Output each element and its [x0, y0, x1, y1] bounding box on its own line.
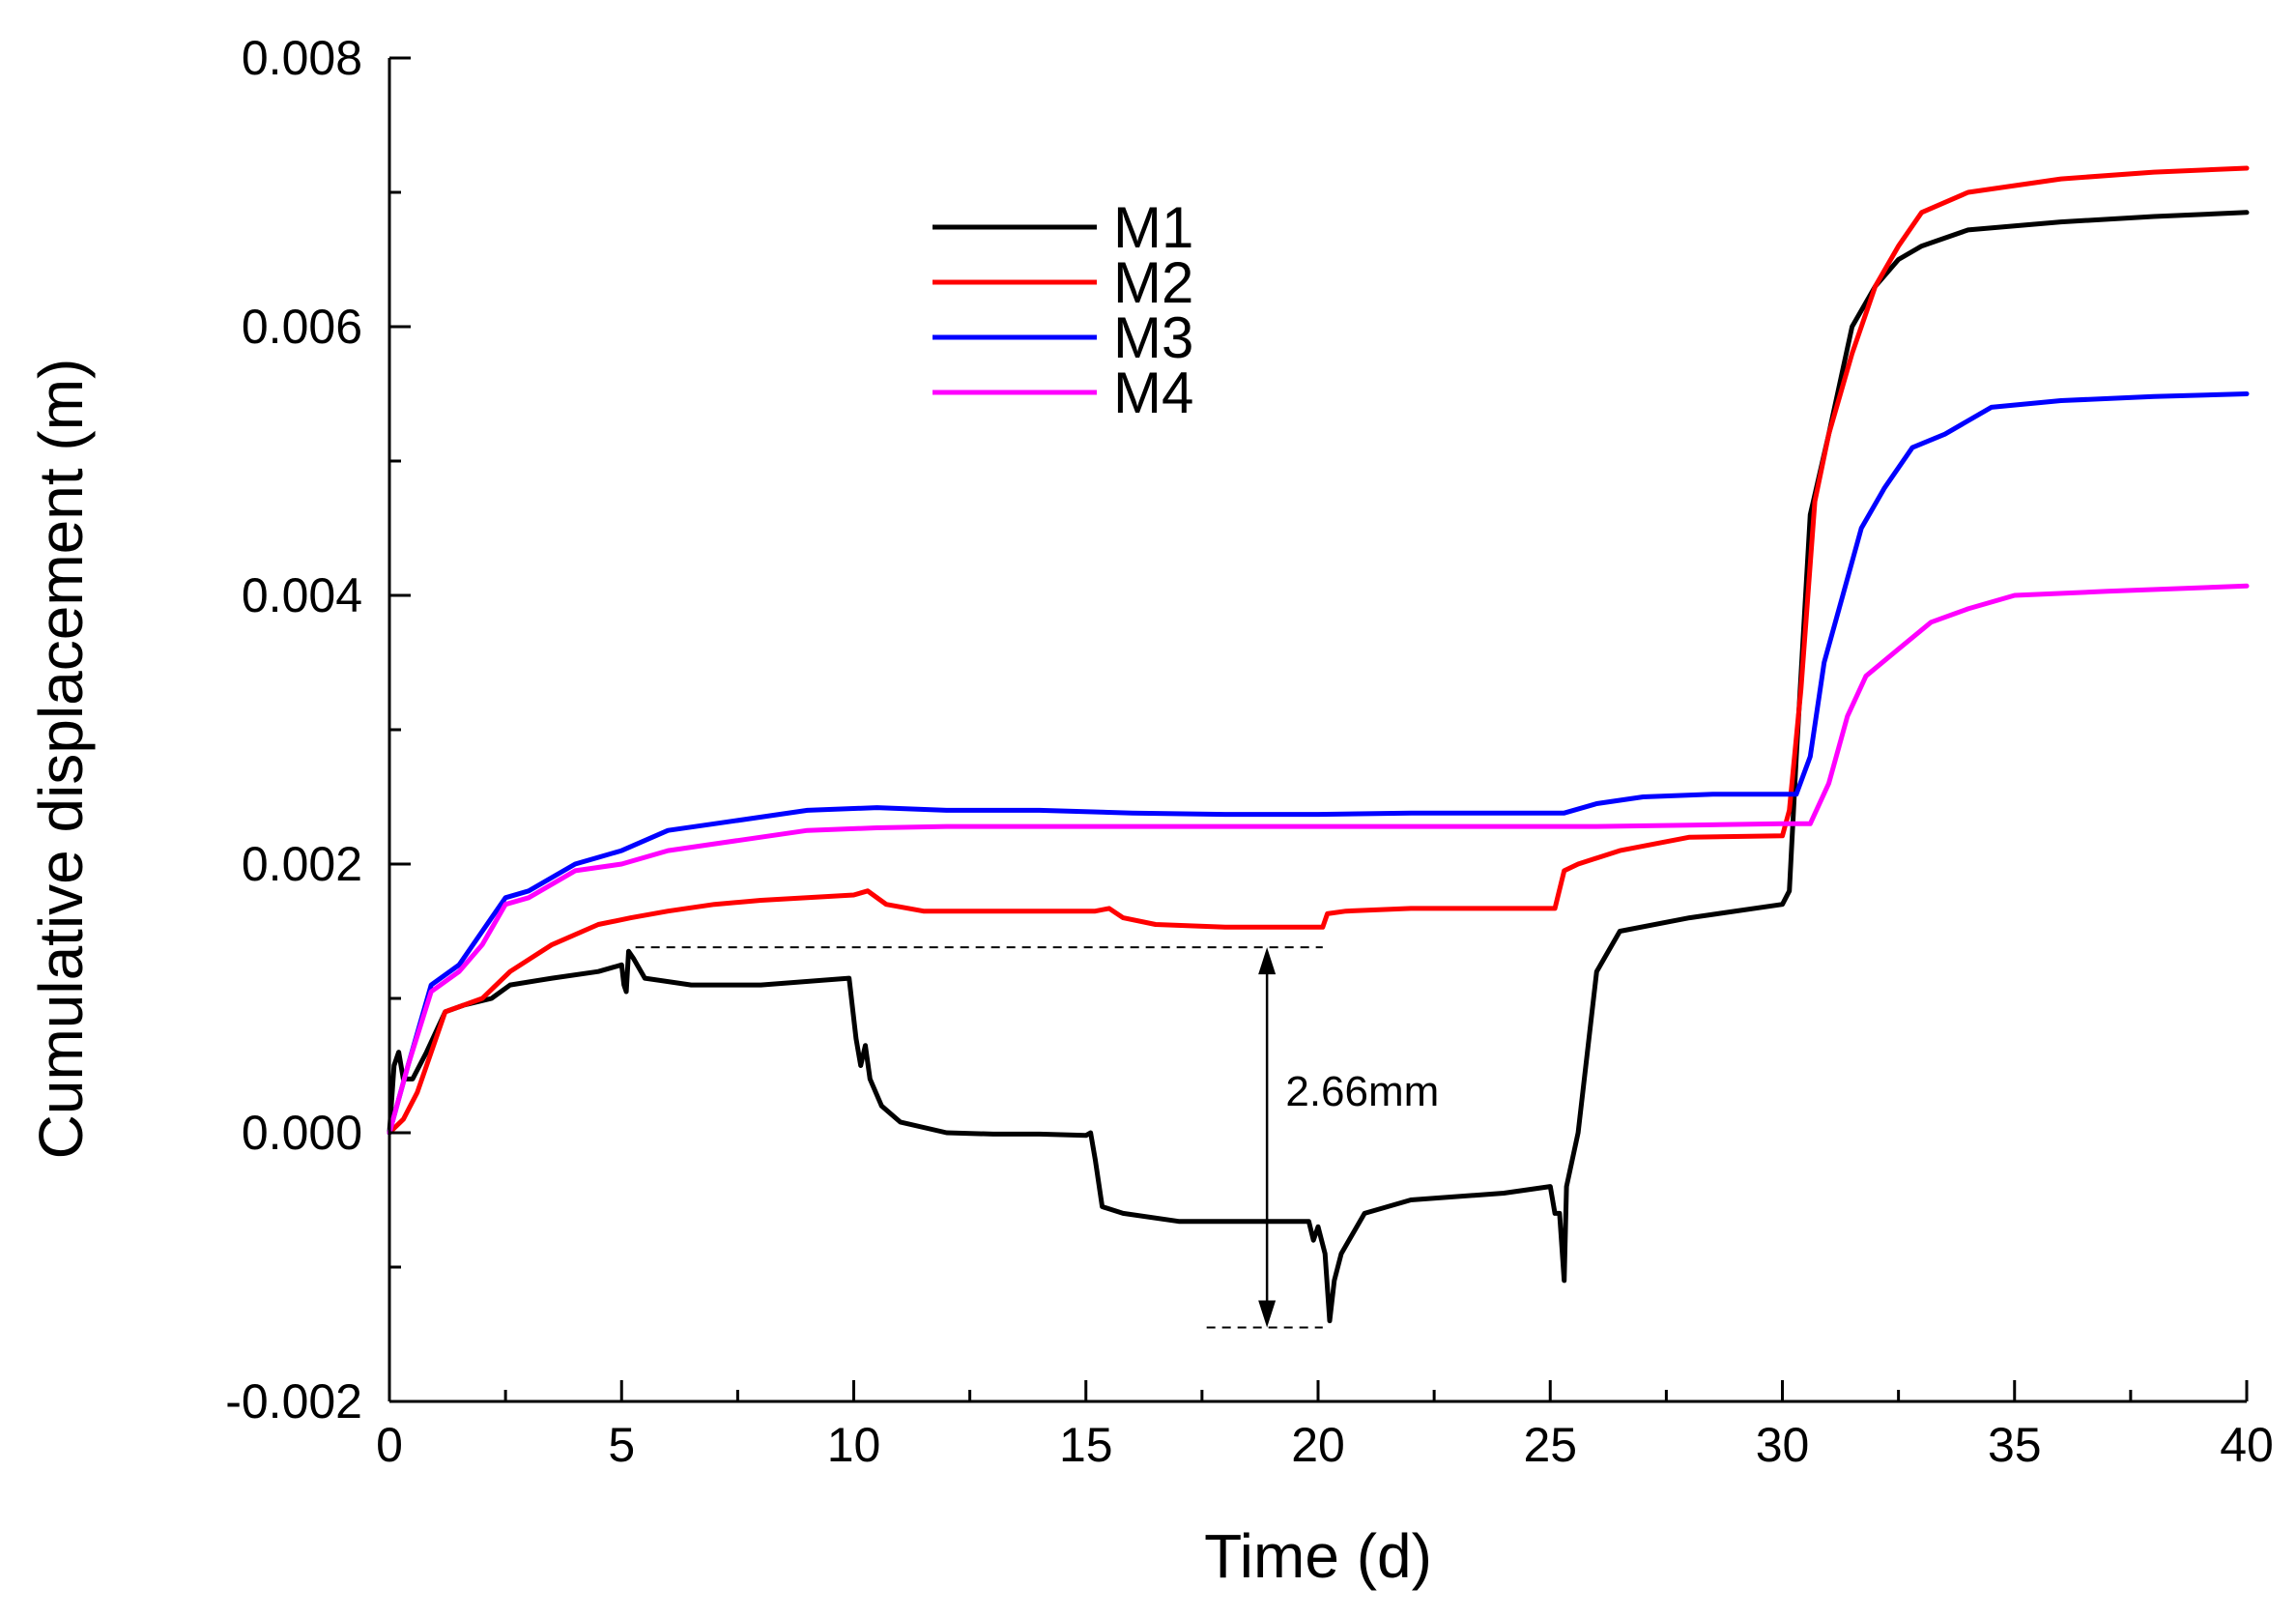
series-line-m3 [387, 391, 2250, 1136]
series-line-m4 [387, 583, 2250, 1136]
y-tick-label: 0.004 [242, 568, 362, 622]
legend-label-m3: M3 [1113, 305, 1193, 370]
legend-label-m2: M2 [1113, 250, 1193, 315]
annotation: 2.66mm [635, 946, 1439, 1329]
annotation-arrowhead-up [1258, 947, 1277, 975]
y-tick-label: 0.002 [242, 837, 362, 891]
y-tick-label: 0.006 [242, 300, 362, 354]
x-tick-label: 0 [376, 1418, 403, 1472]
x-tick-label: 15 [1059, 1418, 1113, 1472]
x-tick-label: 25 [1523, 1418, 1577, 1472]
y-axis-title: Cumulative displacement (m) [26, 359, 96, 1160]
x-axis-title: Time (d) [1204, 1521, 1432, 1591]
x-tick-label: 20 [1291, 1418, 1345, 1472]
plot-area [387, 165, 2250, 1324]
x-tick-label: 35 [1988, 1418, 2042, 1472]
legend-label-m4: M4 [1113, 361, 1193, 425]
annotation-label: 2.66mm [1285, 1068, 1439, 1115]
annotation-arrowhead-down [1258, 1300, 1277, 1328]
legend-label-m1: M1 [1113, 195, 1193, 260]
y-tick-label: 0.000 [242, 1106, 362, 1160]
y-tick-label: 0.008 [242, 31, 362, 85]
x-tick-label: 5 [608, 1418, 635, 1472]
x-tick-label: 40 [2220, 1418, 2274, 1472]
y-tick-label: -0.002 [225, 1374, 362, 1428]
series-line-m2 [387, 165, 2250, 1136]
axes: 0 5 10 15 20 25 30 35 40 -0.002 0.000 0.002 0.004 0.0… [26, 31, 2274, 1591]
x-tick-label: 30 [1756, 1418, 1810, 1472]
x-tick-label: 10 [827, 1418, 881, 1472]
series-line-m1 [387, 210, 2250, 1324]
